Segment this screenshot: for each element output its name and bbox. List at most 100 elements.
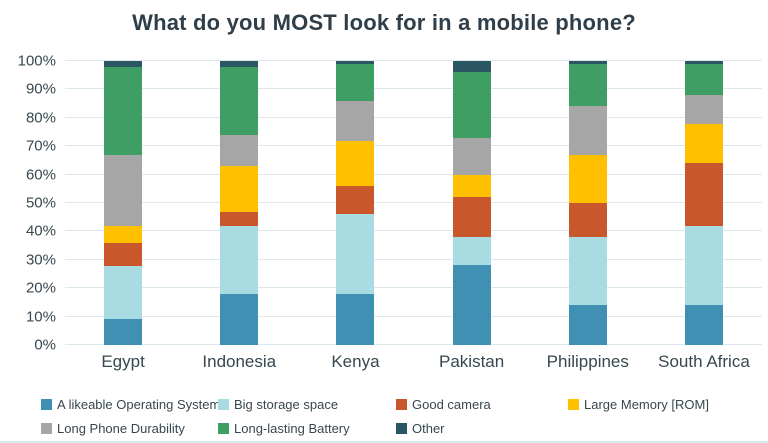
legend-swatch-icon <box>396 399 407 410</box>
stacked-bar-kenya <box>336 61 375 345</box>
bar-segment <box>684 305 723 345</box>
x-axis-label: Egypt <box>101 352 145 371</box>
legend-item: Good camera <box>396 397 568 412</box>
bar-segment <box>220 61 259 67</box>
gridline <box>65 230 762 232</box>
legend-label: Large Memory [ROM] <box>584 397 709 412</box>
legend-item: Long-lasting Battery <box>218 421 396 436</box>
bar-segment <box>684 123 723 164</box>
x-axis-label: Indonesia <box>202 352 277 371</box>
x-axis-label: Philippines <box>546 352 629 371</box>
legend-swatch-icon <box>396 423 407 434</box>
bar-segment <box>336 61 375 64</box>
bar-segment <box>104 319 143 345</box>
bar-slot-pakistan <box>414 61 530 345</box>
gridline <box>65 116 762 118</box>
bar-segment <box>568 154 607 204</box>
bar-segment <box>336 214 375 294</box>
chart-bottom-border <box>0 441 768 443</box>
y-tick-label: 0% <box>34 336 56 354</box>
bar-segment <box>220 134 259 167</box>
gridline <box>65 315 762 317</box>
legend-label: Big storage space <box>234 397 339 412</box>
legend-item: Large Memory [ROM] <box>568 397 756 412</box>
gridline <box>65 287 762 289</box>
bar-segment <box>684 163 723 226</box>
bar-segment <box>684 63 723 96</box>
y-tick-label: 50% <box>25 194 56 212</box>
bar-segment <box>220 166 259 212</box>
legend-label: A likeable Operating System <box>57 397 221 412</box>
gridline <box>65 173 762 175</box>
x-axis-label: Kenya <box>331 352 380 371</box>
y-tick-label: 80% <box>25 109 56 127</box>
legend-swatch-icon <box>568 399 579 410</box>
bar-segment <box>684 225 723 306</box>
bar-segment <box>220 211 259 226</box>
gridline <box>65 60 762 61</box>
bar-segment <box>220 66 259 135</box>
legend-label: Good camera <box>412 397 491 412</box>
y-axis: 0% 10% 20% 30% 40% 50% 60% 70% 80% 90% 100% <box>0 53 56 354</box>
legend-label: Long Phone Durability <box>57 421 185 436</box>
gridline <box>65 145 762 147</box>
gridline <box>65 258 762 260</box>
legend-item: Other <box>396 421 568 436</box>
bar-segment <box>104 242 143 266</box>
bar-slot-indonesia <box>181 61 297 345</box>
y-tick-label: 20% <box>25 279 56 297</box>
bar-segment <box>568 203 607 238</box>
bar-segment <box>336 100 375 141</box>
bar-segment <box>104 61 143 67</box>
bar-segment <box>336 293 375 345</box>
bar-segment <box>568 63 607 107</box>
bar-slot-egypt <box>65 61 181 345</box>
legend-item: A likeable Operating System <box>41 397 221 412</box>
bar-segment <box>568 61 607 64</box>
bar-segment <box>568 237 607 306</box>
y-tick-label: 40% <box>25 222 56 240</box>
chart-title: What do you MOST look for in a mobile ph… <box>132 10 636 35</box>
stacked-bar-indonesia <box>220 61 259 345</box>
bar-slot-philippines <box>530 61 646 345</box>
stacked-bar-philippines <box>568 61 607 345</box>
bar-segment <box>452 61 491 73</box>
bar-segment <box>452 265 491 345</box>
legend-swatch-icon <box>41 399 52 410</box>
bar-segment <box>452 174 491 198</box>
bar-segment <box>104 265 143 320</box>
bar-segment <box>452 137 491 175</box>
gridline <box>65 202 762 203</box>
bar-segment <box>104 154 143 226</box>
legend-item: Long Phone Durability <box>41 421 218 436</box>
plot-area <box>65 60 762 345</box>
gridline <box>65 88 762 90</box>
bar-segment <box>568 106 607 155</box>
legend-label: Long-lasting Battery <box>234 421 350 436</box>
stacked-bar-pakistan <box>452 61 491 345</box>
legend-swatch-icon <box>41 423 52 434</box>
bar-segment <box>452 237 491 266</box>
y-tick-label: 70% <box>25 137 56 155</box>
legend: A likeable Operating System Big storage s… <box>41 397 756 436</box>
bar-segment <box>104 225 143 243</box>
bar-segment <box>684 95 723 124</box>
bar-segment <box>104 66 143 155</box>
legend-swatch-icon <box>218 423 229 434</box>
x-axis-label: Pakistan <box>439 352 505 371</box>
bar-segment <box>220 293 259 345</box>
legend-swatch-icon <box>218 399 229 410</box>
y-tick-label: 10% <box>25 308 56 326</box>
bars-container <box>65 61 762 345</box>
legend-label: Other <box>412 421 445 436</box>
bar-segment <box>336 140 375 186</box>
bar-segment <box>684 61 723 64</box>
bar-segment <box>452 72 491 138</box>
x-axis-label: South Africa <box>658 352 750 371</box>
stacked-bar-south-africa <box>684 61 723 345</box>
bar-slot-kenya <box>297 61 413 345</box>
bar-segment <box>452 197 491 238</box>
stacked-bar-egypt <box>104 61 143 345</box>
gridline <box>65 344 762 345</box>
